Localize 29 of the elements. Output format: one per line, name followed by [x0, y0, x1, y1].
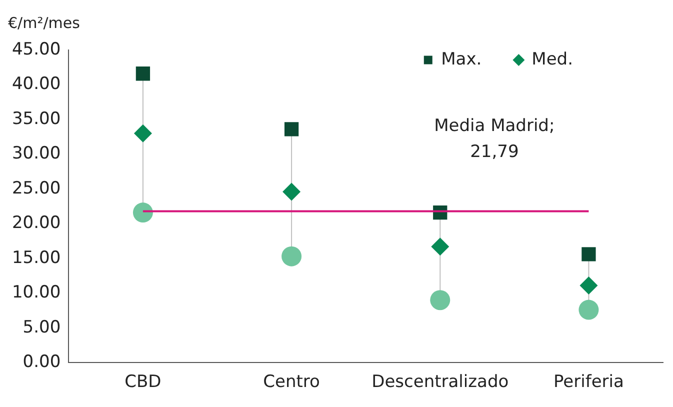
- x-tick-label: CBD: [124, 372, 162, 392]
- point: [578, 300, 599, 320]
- point: [580, 276, 598, 294]
- ref-line-label: Media Madrid; 21,79: [434, 116, 555, 162]
- point: [134, 124, 152, 142]
- point: [430, 290, 450, 310]
- x-tick-label: Centro: [263, 372, 320, 392]
- legend-label: Med.: [532, 49, 574, 70]
- point: [136, 66, 150, 81]
- point: [132, 202, 153, 223]
- y-tick-label: 10.00: [12, 282, 61, 303]
- x-tick-label: Periferia: [554, 372, 624, 392]
- y-tick-label: 25.00: [12, 178, 61, 198]
- y-axis-title: €/m²/mes: [8, 14, 80, 32]
- point: [284, 122, 299, 136]
- y-tick-label: 35.00: [12, 108, 61, 129]
- point: [282, 246, 302, 266]
- x-tick-label: Descentralizado: [372, 372, 509, 392]
- legend-label: Max.: [441, 49, 482, 70]
- y-tick-label: 0.00: [22, 352, 61, 372]
- point: [582, 247, 596, 262]
- y-tick-label: 40.00: [12, 74, 61, 94]
- y-tick-label: 15.00: [12, 248, 61, 268]
- point: [431, 238, 450, 256]
- y-tick-label: 45.00: [12, 39, 61, 60]
- point: [282, 182, 301, 201]
- y-tick-label: 30.00: [12, 144, 61, 164]
- y-tick-label: 20.00: [12, 213, 61, 234]
- y-tick-label: 5.00: [22, 317, 61, 338]
